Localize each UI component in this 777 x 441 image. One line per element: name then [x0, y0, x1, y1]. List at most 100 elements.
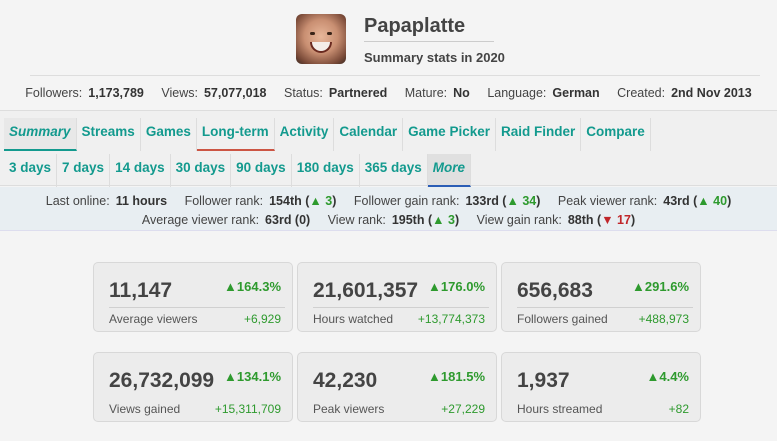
nav-bar: Summary Streams Games Long-term Activity… — [0, 110, 777, 187]
rank-value: 11 hours — [116, 194, 167, 208]
rank-value: 133rd (▲ 34) — [465, 194, 541, 208]
avatar-eye-right — [327, 32, 332, 35]
avatar-eye-left — [310, 32, 315, 35]
rank-value: 154th (▲ 3) — [269, 194, 337, 208]
stat-percent-value: 291.6% — [644, 279, 689, 294]
period-14-days[interactable]: 14 days — [110, 154, 171, 187]
stat-value: 26,732,099 — [109, 369, 215, 392]
tab-activity[interactable]: Activity — [275, 118, 335, 151]
rank-change: 3 — [325, 194, 333, 208]
stat-percent: ▲181.5% — [428, 369, 485, 384]
tab-streams[interactable]: Streams — [77, 118, 141, 151]
stat-value: 11,147 — [109, 279, 173, 302]
info-key: Views: — [161, 86, 198, 100]
ranks-line-2: Average viewer rank: 63rd (0) View rank: 1… — [0, 213, 777, 227]
stat-delta: +13,774,373 — [417, 312, 485, 326]
rank-value-text: 195th — [391, 213, 425, 227]
info-value: No — [453, 86, 470, 100]
channel-name: Papaplatte — [364, 15, 466, 37]
period-7-days[interactable]: 7 days — [57, 154, 111, 187]
tab-raid-finder[interactable]: Raid Finder — [496, 118, 582, 151]
up-arrow-icon: ▲ — [632, 279, 645, 294]
info-divider — [30, 75, 760, 76]
stat-label: Hours streamed — [517, 402, 603, 416]
avatar[interactable] — [296, 14, 346, 64]
stat-value: 21,601,357 — [313, 279, 419, 302]
rank-value: 88th (▼ 17) — [567, 213, 636, 227]
stat-value: 656,683 — [517, 279, 593, 302]
info-key: Mature: — [404, 86, 448, 100]
rank-change: 40 — [713, 194, 728, 208]
info-value: 1,173,789 — [88, 86, 144, 100]
stats-cards: 11,147 Average viewers ▲164.3% +6,929 21… — [0, 232, 777, 441]
ranks-panel: Last online: 11 hours Follower rank: 154th… — [0, 187, 777, 231]
title-divider — [364, 41, 494, 42]
stat-percent: ▲164.3% — [224, 279, 281, 294]
stat-delta: +488,973 — [638, 312, 689, 326]
stat-value: 42,230 — [313, 369, 378, 392]
stat-label: Views gained — [109, 402, 181, 416]
info-value: German — [552, 86, 600, 100]
info-value: 57,077,018 — [203, 86, 267, 100]
summary-subtitle: Summary stats in 2020 — [364, 50, 505, 65]
info-key: Language: — [487, 86, 547, 100]
avatar-mouth — [310, 42, 332, 53]
stat-percent: ▲134.1% — [224, 369, 281, 384]
stat-percent-value: 181.5% — [440, 369, 485, 384]
channel-info-row: Followers: 1,173,789 Views: 57,077,018 Sta… — [0, 86, 777, 100]
tab-long-term[interactable]: Long-term — [196, 118, 275, 151]
tab-compare[interactable]: Compare — [581, 118, 651, 151]
period-more[interactable]: More — [427, 154, 472, 187]
period-90-days[interactable]: 90 days — [231, 154, 292, 187]
up-arrow-icon: ▲ — [428, 279, 441, 294]
up-arrow-icon: ▲ — [697, 194, 710, 208]
stat-value: 1,937 — [517, 369, 570, 392]
rank-value-text: 133rd — [465, 194, 499, 208]
stat-label: Average viewers — [109, 312, 198, 326]
tab-summary[interactable]: Summary — [4, 118, 77, 151]
up-arrow-icon: ▲ — [428, 369, 441, 384]
stat-label: Peak viewers — [313, 402, 385, 416]
stat-card-hours-watched: 21,601,357 Hours watched ▲176.0% +13,774… — [297, 262, 497, 332]
up-arrow-icon: ▲ — [432, 213, 445, 227]
info-key: Created: — [617, 86, 666, 100]
stat-percent: ▲291.6% — [632, 279, 689, 294]
period-365-days[interactable]: 365 days — [360, 154, 428, 187]
stat-percent-value: 134.1% — [236, 369, 281, 384]
rank-value: 43rd (▲ 40) — [663, 194, 732, 208]
up-arrow-icon: ▲ — [646, 369, 660, 384]
rank-key: View gain rank: — [476, 213, 562, 227]
tab-games[interactable]: Games — [141, 118, 197, 151]
rank-value: 63rd (0) — [265, 213, 310, 227]
stat-label: Followers gained — [517, 312, 608, 326]
up-arrow-icon: ▲ — [224, 279, 237, 294]
down-arrow-icon: ▼ — [601, 213, 614, 227]
rank-key: Follower gain rank: — [353, 194, 460, 208]
rank-value-text: 63rd (0) — [265, 213, 311, 227]
rank-value-text: 88th — [567, 213, 594, 227]
info-key: Followers: — [25, 86, 83, 100]
period-180-days[interactable]: 180 days — [292, 154, 360, 187]
ranks-line-1: Last online: 11 hours Follower rank: 154th… — [0, 194, 777, 208]
stat-divider — [109, 307, 285, 308]
rank-key: View rank: — [327, 213, 386, 227]
stat-divider — [517, 307, 693, 308]
tab-calendar[interactable]: Calendar — [334, 118, 404, 151]
rank-value-text: 154th — [269, 194, 302, 208]
period-3-days[interactable]: 3 days — [4, 154, 58, 187]
info-value: Partnered — [328, 86, 388, 100]
channel-header: Papaplatte Summary stats in 2020 Followe… — [0, 0, 777, 110]
stat-percent: ▲4.4% — [646, 369, 689, 384]
period-30-days[interactable]: 30 days — [171, 154, 232, 187]
stat-label: Hours watched — [313, 312, 394, 326]
stat-delta: +15,311,709 — [214, 402, 281, 416]
stat-percent-value: 176.0% — [440, 279, 485, 294]
stat-card-hours-streamed: 1,937 Hours streamed ▲4.4% +82 — [501, 352, 701, 422]
stat-delta: +27,229 — [441, 402, 485, 416]
rank-value: 195th (▲ 3) — [391, 213, 460, 227]
stat-delta: +6,929 — [243, 312, 281, 326]
stat-card-peak-viewers: 42,230 Peak viewers ▲181.5% +27,229 — [297, 352, 497, 422]
tab-game-picker[interactable]: Game Picker — [403, 118, 496, 151]
stat-delta: +82 — [668, 402, 689, 416]
rank-key: Follower rank: — [184, 194, 264, 208]
